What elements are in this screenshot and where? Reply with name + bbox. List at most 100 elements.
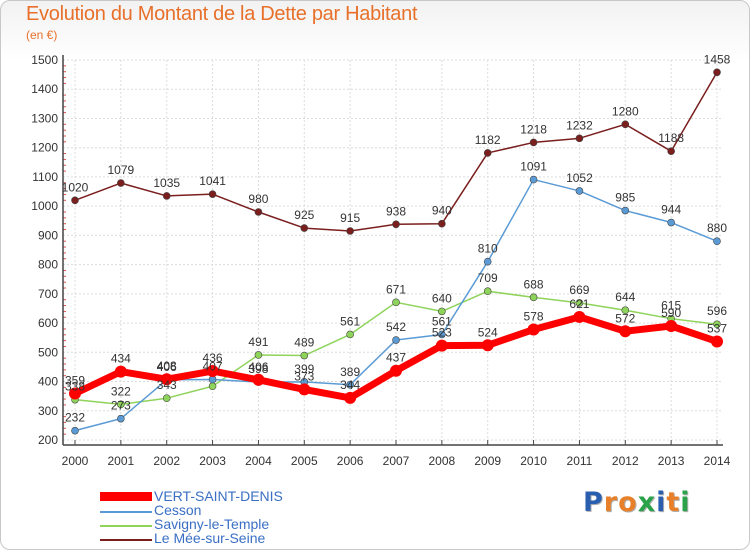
data-label: 408 xyxy=(157,359,177,373)
data-point xyxy=(621,306,630,315)
data-point xyxy=(346,227,354,235)
data-point xyxy=(438,330,446,339)
data-label: 398 xyxy=(248,362,268,376)
data-label: 596 xyxy=(707,304,727,318)
data-point xyxy=(483,149,492,157)
data-label: 709 xyxy=(478,271,498,285)
x-tick-label: 2009 xyxy=(474,454,501,468)
data-label: 938 xyxy=(386,204,406,218)
y-tick-label: 900 xyxy=(38,228,58,242)
data-point xyxy=(529,175,538,184)
data-label: 925 xyxy=(294,208,314,222)
data-point xyxy=(160,373,173,386)
data-point xyxy=(69,387,81,400)
y-tick-label: 700 xyxy=(38,287,58,301)
data-point xyxy=(254,208,263,216)
series-lines xyxy=(69,68,723,435)
data-label: 389 xyxy=(340,365,360,379)
x-tick-label: 2006 xyxy=(337,454,364,468)
data-label: 524 xyxy=(478,325,498,339)
y-tick-label: 1200 xyxy=(31,141,58,155)
y-tick-label: 1300 xyxy=(31,111,58,125)
data-label: 322 xyxy=(111,384,131,398)
data-point xyxy=(711,335,723,348)
y-tick-label: 400 xyxy=(38,375,58,389)
x-tick-label: 2007 xyxy=(383,454,410,468)
data-label: 572 xyxy=(615,311,635,325)
data-point xyxy=(667,218,675,227)
data-label: 561 xyxy=(340,314,360,328)
data-label: 359 xyxy=(65,374,85,388)
data-point xyxy=(527,323,540,336)
data-point xyxy=(162,394,171,403)
y-tick-label: 500 xyxy=(38,345,58,359)
data-label: 489 xyxy=(294,336,314,350)
data-point xyxy=(529,138,538,147)
data-label: 621 xyxy=(569,297,589,311)
x-tick-label: 2008 xyxy=(429,454,456,468)
data-label: 407 xyxy=(203,359,223,373)
y-tick-label: 1100 xyxy=(32,170,58,184)
proxiti-logo: Proxiti xyxy=(583,487,691,518)
data-point xyxy=(667,147,675,155)
data-point xyxy=(162,192,171,200)
data-point xyxy=(573,310,586,323)
data-point xyxy=(621,206,630,215)
data-point xyxy=(298,383,311,396)
legend-swatch xyxy=(100,511,152,513)
data-label: 1091 xyxy=(520,160,547,174)
data-label: 810 xyxy=(478,242,498,256)
x-tick-label: 2001 xyxy=(108,454,135,468)
data-label: 399 xyxy=(294,362,314,376)
x-tick-label: 2013 xyxy=(658,454,685,468)
data-label: 944 xyxy=(661,203,681,217)
data-point xyxy=(344,391,357,404)
data-label: 434 xyxy=(111,352,131,366)
legend-label: Cesson xyxy=(154,502,202,518)
data-label: 578 xyxy=(524,310,544,324)
data-label: 1458 xyxy=(704,52,731,66)
x-tick-label: 2005 xyxy=(291,454,318,468)
x-tick-label: 2011 xyxy=(567,454,593,468)
logo-letter: o xyxy=(618,487,638,518)
data-point xyxy=(713,68,721,77)
data-point xyxy=(483,257,492,266)
data-point xyxy=(254,351,263,359)
data-point xyxy=(575,299,584,307)
data-label: 590 xyxy=(661,306,681,320)
data-label: 671 xyxy=(386,282,406,296)
legend-swatch xyxy=(100,525,152,527)
data-point xyxy=(529,293,538,302)
data-label: 436 xyxy=(203,351,223,365)
data-label: 915 xyxy=(340,211,360,225)
legend-label: Le Mée-sur-Seine xyxy=(154,530,266,546)
data-point xyxy=(392,298,400,307)
data-label: 344 xyxy=(340,378,360,392)
data-point xyxy=(481,339,494,352)
data-point xyxy=(390,364,402,377)
data-label: 523 xyxy=(432,326,452,340)
data-label: 1052 xyxy=(566,171,593,185)
data-label: 644 xyxy=(615,290,635,304)
data-point xyxy=(300,351,309,360)
logo-letter: i xyxy=(656,487,667,518)
data-label: 669 xyxy=(569,283,589,297)
data-point xyxy=(575,134,584,143)
data-label: 561 xyxy=(432,314,452,328)
data-label: 1218 xyxy=(520,122,547,136)
data-label: 980 xyxy=(248,192,268,206)
data-point xyxy=(483,287,492,296)
data-label: 640 xyxy=(432,291,452,305)
data-point xyxy=(621,120,630,129)
data-label: 1020 xyxy=(62,180,89,194)
y-tick-label: 1000 xyxy=(31,199,58,213)
axes: 200 300 400 500 600 700 800 900 1000 1100 1200 1300… xyxy=(31,53,730,468)
data-point xyxy=(206,365,219,378)
data-point xyxy=(300,224,309,232)
data-point xyxy=(117,414,125,423)
data-label: 615 xyxy=(661,299,681,313)
x-tick-label: 2002 xyxy=(153,454,180,468)
x-tick-label: 2010 xyxy=(520,454,547,468)
data-point xyxy=(117,179,125,187)
